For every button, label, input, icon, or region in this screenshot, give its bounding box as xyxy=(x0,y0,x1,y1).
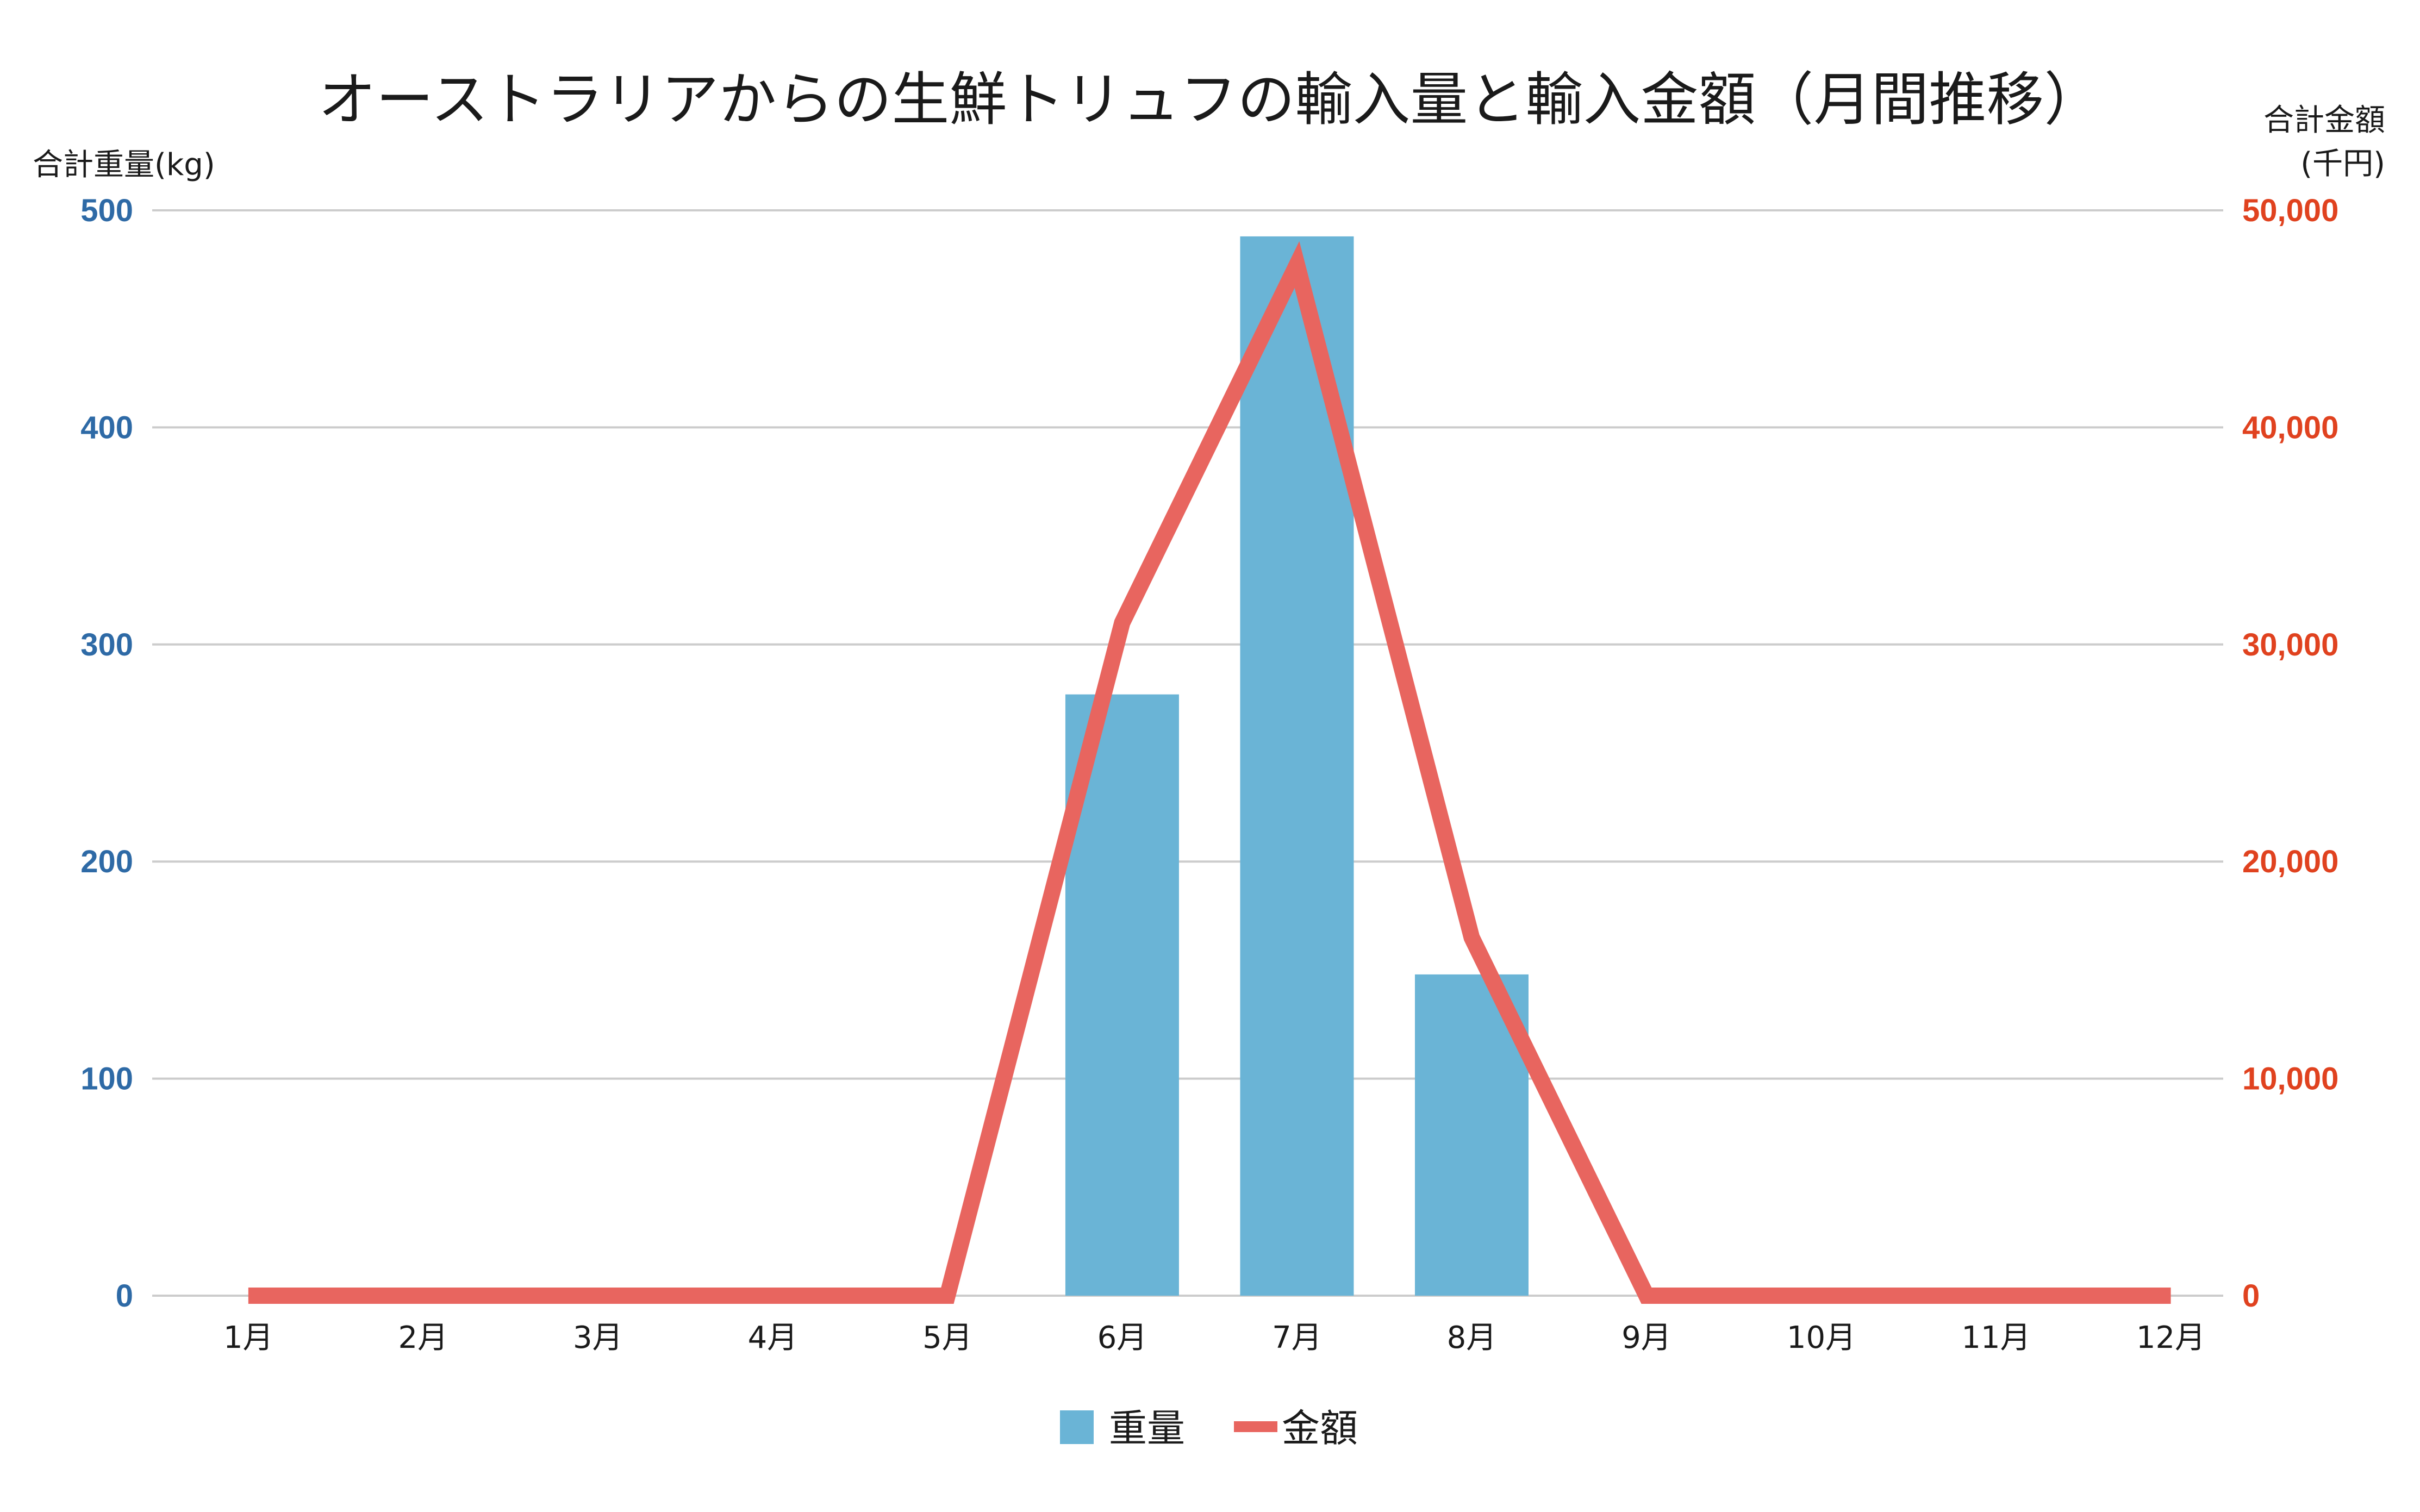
line-series xyxy=(248,241,2171,1304)
x-tick-label: 1月 xyxy=(223,1320,273,1355)
y-right-axis-label-line2: (千円) xyxy=(2300,146,2385,182)
y-right-tick-label: 40,000 xyxy=(2242,410,2338,445)
x-tick-label: 9月 xyxy=(1621,1320,1671,1355)
legend-swatch-weight xyxy=(1060,1410,1094,1444)
y-right-axis-label-line1: 合計金額 xyxy=(2263,103,2385,138)
y-left-tick-label: 500 xyxy=(80,193,133,228)
x-tick-label: 4月 xyxy=(748,1320,798,1355)
legend-label-weight: 重量 xyxy=(1109,1406,1185,1451)
y-left-tick-label: 200 xyxy=(80,844,133,879)
legend-swatch-amount xyxy=(1234,1421,1277,1432)
x-tick-label: 2月 xyxy=(398,1320,448,1355)
chart-title: オーストラリアからの生鮮トリュフの輸入量と輸入金額（月間推移） xyxy=(319,66,2102,133)
y-left-tick-label: 0 xyxy=(116,1278,133,1314)
y-right-tick-label: 20,000 xyxy=(2242,844,2338,879)
y-left-ticks: 0 100 200 300 400 500 xyxy=(80,193,133,1314)
x-tick-label: 10月 xyxy=(1787,1320,1856,1355)
x-tick-label: 11月 xyxy=(1961,1320,2030,1355)
y-left-tick-label: 400 xyxy=(80,410,133,445)
y-right-tick-label: 50,000 xyxy=(2242,193,2338,228)
x-ticks: 1月 2月 3月 4月 5月 6月 7月 8月 9月 10月 11月 12月 xyxy=(223,1320,2205,1355)
x-tick-label: 12月 xyxy=(2136,1320,2205,1355)
y-right-tick-label: 30,000 xyxy=(2242,627,2338,663)
line-series-path xyxy=(248,241,2171,1304)
x-tick-label: 7月 xyxy=(1272,1320,1322,1355)
y-right-tick-label: 0 xyxy=(2242,1278,2260,1314)
bar-series xyxy=(1065,236,1529,1296)
legend: 重量 金額 xyxy=(1060,1406,1358,1451)
y-left-tick-label: 100 xyxy=(80,1061,133,1097)
x-tick-label: 3月 xyxy=(573,1320,623,1355)
y-left-tick-label: 300 xyxy=(80,627,133,663)
x-tick-label: 5月 xyxy=(922,1320,972,1355)
y-right-tick-label: 10,000 xyxy=(2242,1061,2338,1097)
x-tick-label: 6月 xyxy=(1097,1320,1147,1355)
x-tick-label: 8月 xyxy=(1447,1320,1497,1355)
y-left-axis-label: 合計重量(kg) xyxy=(33,147,215,183)
y-right-ticks: 0 10,000 20,000 30,000 40,000 50,000 xyxy=(2242,193,2338,1314)
gridlines xyxy=(152,209,2223,1297)
legend-label-amount: 金額 xyxy=(1282,1406,1358,1451)
